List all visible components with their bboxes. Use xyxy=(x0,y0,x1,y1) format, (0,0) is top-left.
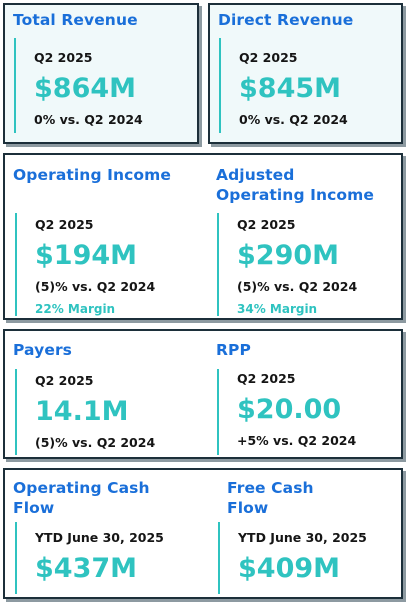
free-cash-flow-title-line2: Flow xyxy=(227,499,269,517)
direct-revenue-metric: Q2 2025 $845M 0% vs. Q2 2024 xyxy=(219,38,394,133)
operating-cash-flow-title: Operating Cash Flow xyxy=(13,478,150,518)
adjusted-operating-income-metric: Q2 2025 $290M (5)% vs. Q2 2024 34% Margi… xyxy=(217,213,399,316)
rpp-metric: Q2 2025 $20.00 +5% vs. Q2 2024 xyxy=(217,369,399,455)
adjusted-operating-income-title: Adjusted Operating Income xyxy=(216,165,374,205)
operating-income-margin: 22% Margin xyxy=(35,302,116,316)
operating-income-metric: Q2 2025 $194M (5)% vs. Q2 2024 22% Margi… xyxy=(15,213,205,316)
operating-income-title: Operating Income xyxy=(13,166,172,184)
operating-cash-flow-metric: YTD June 30, 2025 $437M xyxy=(15,522,215,594)
payers-rpp-card: Payers Q2 2025 14.1M (5)% vs. Q2 2024 RP… xyxy=(3,329,403,459)
operating-income-value: $194M xyxy=(35,240,138,271)
total-revenue-title: Total Revenue xyxy=(13,11,138,29)
direct-revenue-value: $845M xyxy=(239,73,342,104)
payers-value: 14.1M xyxy=(35,396,129,427)
direct-revenue-card: Direct Revenue Q2 2025 $845M 0% vs. Q2 2… xyxy=(208,3,403,144)
operating-cash-flow-value: $437M xyxy=(35,553,138,584)
direct-revenue-change: 0% vs. Q2 2024 xyxy=(239,112,348,127)
free-cash-flow-title: Free Cash Flow xyxy=(227,478,314,518)
adjusted-operating-income-period: Q2 2025 xyxy=(237,217,296,232)
operating-income-change: (5)% vs. Q2 2024 xyxy=(35,279,156,294)
adjusted-operating-income-margin: 34% Margin xyxy=(237,302,318,316)
adjusted-title-line1: Adjusted xyxy=(216,166,295,184)
payers-change: (5)% vs. Q2 2024 xyxy=(35,435,156,450)
rpp-value: $20.00 xyxy=(237,394,342,425)
direct-revenue-period: Q2 2025 xyxy=(239,50,298,65)
operating-income-card: Operating Income Q2 2025 $194M (5)% vs. … xyxy=(3,153,403,320)
direct-revenue-title: Direct Revenue xyxy=(218,11,354,29)
total-revenue-period: Q2 2025 xyxy=(34,50,93,65)
total-revenue-metric: Q2 2025 $864M 0% vs. Q2 2024 xyxy=(14,38,189,133)
cash-flow-card: Operating Cash Flow YTD June 30, 2025 $4… xyxy=(3,468,403,599)
free-cash-flow-value: $409M xyxy=(238,553,341,584)
operating-cash-flow-title-line1: Operating Cash xyxy=(13,479,150,497)
adjusted-operating-income-value: $290M xyxy=(237,240,340,271)
operating-income-period: Q2 2025 xyxy=(35,217,94,232)
payers-metric: Q2 2025 14.1M (5)% vs. Q2 2024 xyxy=(15,369,205,455)
rpp-title: RPP xyxy=(216,341,251,359)
rpp-change: +5% vs. Q2 2024 xyxy=(237,433,357,448)
total-revenue-card: Total Revenue Q2 2025 $864M 0% vs. Q2 20… xyxy=(3,3,199,144)
total-revenue-value: $864M xyxy=(34,73,137,104)
free-cash-flow-period: YTD June 30, 2025 xyxy=(238,530,367,545)
free-cash-flow-title-line1: Free Cash xyxy=(227,479,314,497)
payers-title: Payers xyxy=(13,341,73,359)
adjusted-title-line2: Operating Income xyxy=(216,186,375,204)
total-revenue-change: 0% vs. Q2 2024 xyxy=(34,112,143,127)
rpp-period: Q2 2025 xyxy=(237,371,296,386)
operating-cash-flow-period: YTD June 30, 2025 xyxy=(35,530,164,545)
free-cash-flow-metric: YTD June 30, 2025 $409M xyxy=(218,522,399,594)
operating-cash-flow-title-line2: Flow xyxy=(13,499,55,517)
adjusted-operating-income-change: (5)% vs. Q2 2024 xyxy=(237,279,358,294)
payers-period: Q2 2025 xyxy=(35,373,94,388)
